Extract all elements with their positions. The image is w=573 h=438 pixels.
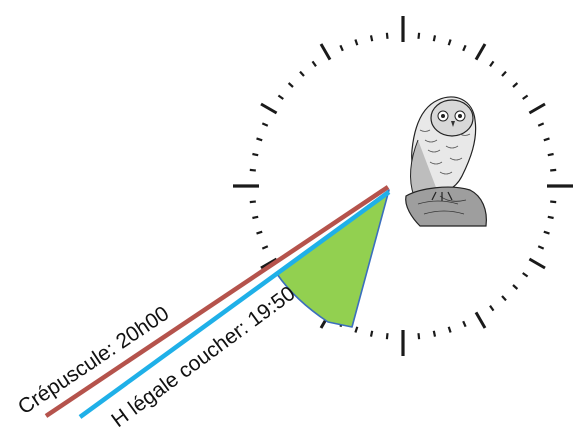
- hour-tick: [528, 102, 546, 115]
- minute-tick: [417, 333, 421, 340]
- minute-tick: [311, 60, 317, 67]
- minute-tick: [550, 168, 557, 172]
- hour-tick: [260, 257, 278, 270]
- minute-tick: [462, 320, 467, 328]
- minute-tick: [432, 330, 437, 337]
- minute-tick: [369, 35, 374, 42]
- owl-icon: [398, 88, 490, 230]
- daylight-sector: [276, 189, 390, 328]
- minute-tick: [256, 137, 263, 142]
- minute-tick: [385, 333, 389, 340]
- minute-tick: [417, 32, 421, 39]
- minute-tick: [522, 272, 529, 278]
- minute-tick: [249, 200, 256, 204]
- minute-tick: [501, 70, 507, 77]
- minute-tick: [550, 200, 557, 204]
- minute-tick: [287, 82, 294, 88]
- coucher-line: [78, 190, 391, 419]
- hour-tick: [528, 257, 546, 270]
- minute-tick: [261, 245, 269, 250]
- minute-tick: [447, 326, 452, 333]
- minute-tick: [354, 326, 359, 333]
- hour-tick: [319, 43, 332, 61]
- minute-tick: [537, 245, 545, 250]
- minute-tick: [339, 44, 344, 52]
- minute-tick: [512, 284, 519, 290]
- minute-tick: [249, 168, 256, 172]
- minute-tick: [522, 94, 529, 100]
- minute-tick: [447, 39, 452, 46]
- minute-tick: [369, 330, 374, 337]
- minute-tick: [543, 137, 550, 142]
- minute-tick: [547, 152, 554, 157]
- minute-tick: [277, 94, 284, 100]
- hour-tick: [474, 311, 487, 329]
- crepuscule-line: [44, 185, 390, 418]
- minute-tick: [512, 82, 519, 88]
- minute-tick: [256, 230, 263, 235]
- minute-tick: [489, 305, 495, 312]
- minute-tick: [537, 122, 545, 127]
- minute-tick: [252, 215, 259, 220]
- minute-tick: [489, 60, 495, 67]
- minute-tick: [252, 152, 259, 157]
- minute-tick: [462, 44, 467, 52]
- minute-tick: [501, 295, 507, 302]
- minute-tick: [261, 122, 269, 127]
- minute-tick: [299, 70, 305, 77]
- minute-tick: [354, 39, 359, 46]
- minute-tick: [432, 35, 437, 42]
- hour-tick: [474, 43, 487, 61]
- minute-tick: [543, 230, 550, 235]
- minute-tick: [547, 215, 554, 220]
- hour-tick: [260, 102, 278, 115]
- minute-tick: [385, 32, 389, 39]
